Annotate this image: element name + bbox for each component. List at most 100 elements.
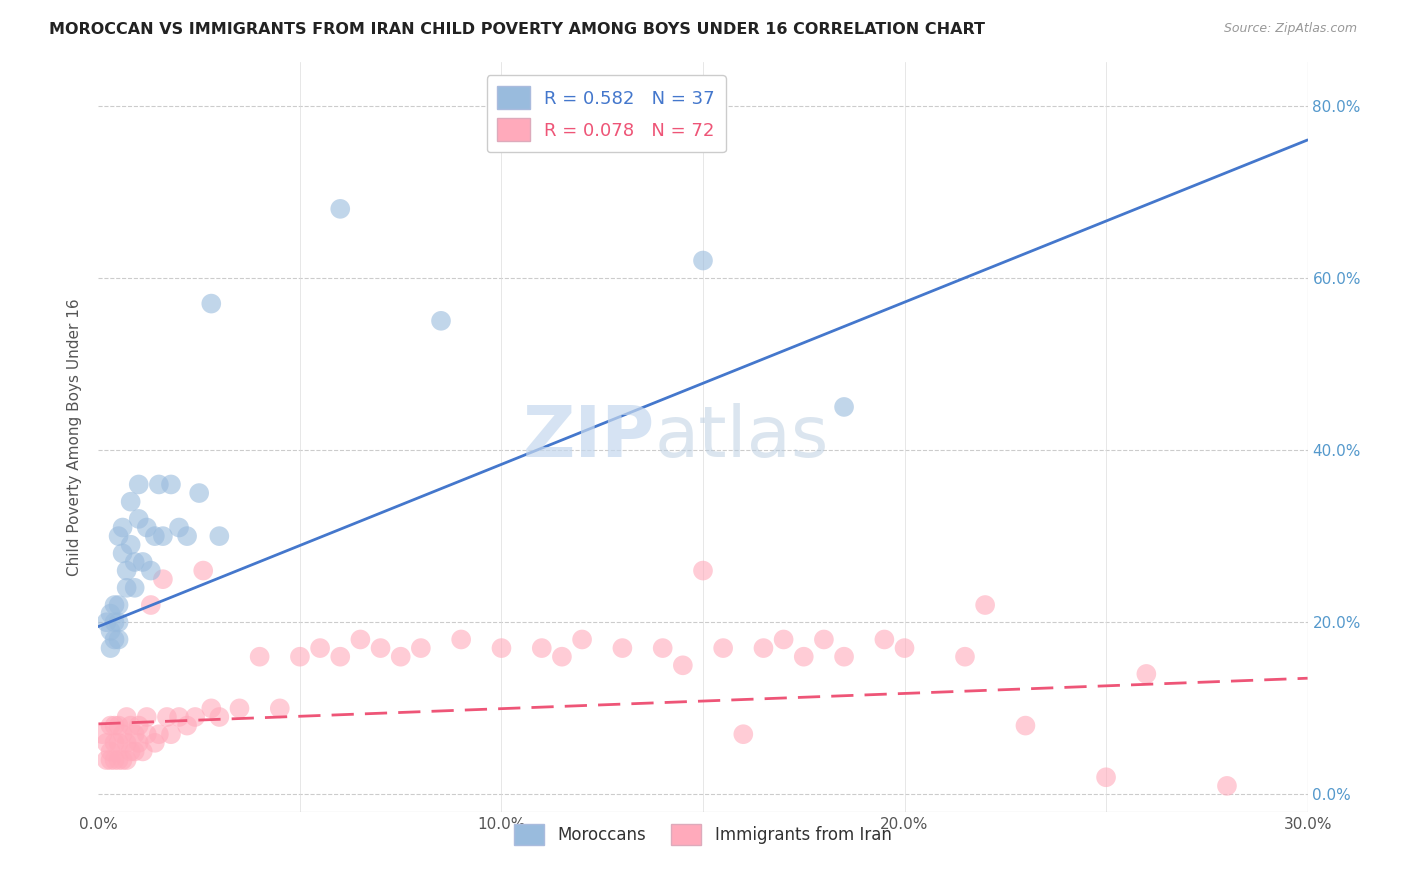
Point (132, 555, 155, 569)
Point (832, 649, 855, 664)
Point (450, 632, 472, 647)
Point (188, 486, 211, 500)
Point (672, 658, 695, 673)
Point (135, 520, 157, 534)
Point (148, 727, 170, 741)
Point (128, 477, 150, 491)
Point (96, 753, 118, 767)
Point (733, 727, 755, 741)
Point (107, 615, 129, 630)
Point (124, 744, 146, 758)
Point (893, 641, 915, 656)
Point (269, 701, 291, 715)
Point (832, 400, 855, 414)
Point (370, 641, 392, 656)
Point (107, 736, 129, 750)
Point (167, 520, 190, 534)
Point (143, 736, 166, 750)
Point (409, 641, 432, 656)
Point (953, 649, 976, 664)
Point (100, 624, 122, 638)
Point (160, 477, 183, 491)
Point (813, 632, 835, 647)
Point (692, 253, 714, 268)
Point (208, 529, 231, 543)
Point (711, 641, 734, 656)
Point (1095, 770, 1118, 784)
Y-axis label: Child Poverty Among Boys Under 16: Child Poverty Among Boys Under 16 (67, 298, 83, 576)
Point (176, 529, 198, 543)
Point (974, 598, 997, 612)
Point (120, 744, 142, 758)
Point (91, 727, 114, 741)
Point (692, 564, 714, 578)
Point (135, 710, 157, 724)
Point (128, 512, 150, 526)
Point (176, 718, 198, 732)
Point (107, 529, 129, 543)
Point (103, 753, 125, 767)
Point (100, 744, 122, 758)
Point (111, 546, 134, 560)
Point (152, 529, 174, 543)
Point (107, 632, 129, 647)
Point (107, 598, 129, 612)
Point (103, 718, 125, 732)
Point (107, 753, 129, 767)
Point (1216, 779, 1239, 793)
Point (111, 727, 134, 741)
Point (152, 572, 174, 586)
Point (551, 649, 574, 664)
Point (156, 710, 179, 724)
Point (139, 598, 162, 612)
Point (120, 718, 142, 732)
Point (100, 753, 122, 767)
Text: MOROCCAN VS IMMIGRANTS FROM IRAN CHILD POVERTY AMONG BOYS UNDER 16 CORRELATION C: MOROCCAN VS IMMIGRANTS FROM IRAN CHILD P… (49, 22, 986, 37)
Point (120, 494, 142, 508)
Point (115, 753, 138, 767)
Point (1135, 667, 1157, 681)
Point (612, 641, 634, 656)
Point (167, 710, 190, 724)
Point (200, 296, 222, 310)
Point (115, 564, 138, 578)
Point (103, 632, 125, 647)
Point (103, 736, 125, 750)
Point (115, 736, 138, 750)
Point (208, 710, 231, 724)
Point (103, 615, 125, 630)
Point (100, 718, 122, 732)
Point (349, 632, 371, 647)
Point (124, 581, 146, 595)
Point (793, 649, 815, 664)
Point (124, 555, 146, 569)
Point (139, 564, 162, 578)
Point (329, 202, 352, 216)
Point (249, 649, 271, 664)
Point (651, 641, 673, 656)
Point (128, 718, 150, 732)
Point (111, 753, 134, 767)
Point (1014, 718, 1036, 732)
Text: atlas: atlas (655, 402, 830, 472)
Point (111, 520, 134, 534)
Text: Source: ZipAtlas.com: Source: ZipAtlas.com (1223, 22, 1357, 36)
Point (491, 641, 513, 656)
Point (309, 641, 332, 656)
Point (115, 581, 138, 595)
Point (200, 701, 222, 715)
Point (100, 607, 122, 621)
Point (143, 529, 166, 543)
Text: ZIP: ZIP (523, 402, 655, 472)
Point (193, 564, 215, 578)
Point (389, 649, 412, 664)
Point (107, 718, 129, 732)
Point (160, 727, 183, 741)
Point (124, 727, 146, 741)
Point (571, 632, 593, 647)
Point (115, 710, 138, 724)
Legend: Moroccans, Immigrants from Iran: Moroccans, Immigrants from Iran (508, 817, 898, 852)
Point (530, 641, 553, 656)
Point (103, 598, 125, 612)
Point (772, 632, 794, 647)
